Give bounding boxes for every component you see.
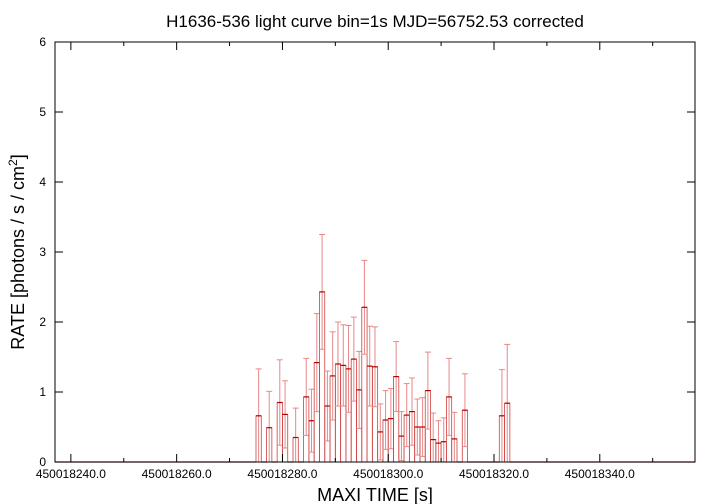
y-tick-label: 2 (39, 315, 46, 329)
y-tick-label: 4 (39, 175, 46, 189)
y-axis-title-tail: ] (8, 154, 28, 159)
y-tick-label: 0 (39, 455, 46, 469)
y-tick-label: 3 (39, 245, 46, 259)
plot-frame (54, 41, 696, 463)
y-axis-title-main: RATE [photons / s / cm (8, 166, 28, 350)
x-tick-label: 450018280.0 (247, 467, 317, 481)
y-tick-label: 6 (39, 35, 46, 49)
y-tick-label: 5 (39, 105, 46, 119)
x-tick-label: 450018320.0 (459, 467, 529, 481)
x-tick-label: 450018300.0 (353, 467, 423, 481)
y-tick-label: 1 (39, 385, 46, 399)
x-axis-title: MAXI TIME [s] (317, 485, 433, 504)
axis-ticks: 450018240.0 450018260.0 450018280.0 4500183… (36, 35, 695, 481)
x-tick-label: 450018260.0 (142, 467, 212, 481)
x-tick-label: 450018340.0 (565, 467, 635, 481)
y-axis-title-superscript: 2 (6, 159, 20, 166)
x-tick-label: 450018240.0 (36, 467, 106, 481)
chart-title: H1636-536 light curve bin=1s MJD=56752.5… (166, 12, 584, 31)
y-axis-title: RATE [photons / s / cm2] (6, 154, 28, 349)
